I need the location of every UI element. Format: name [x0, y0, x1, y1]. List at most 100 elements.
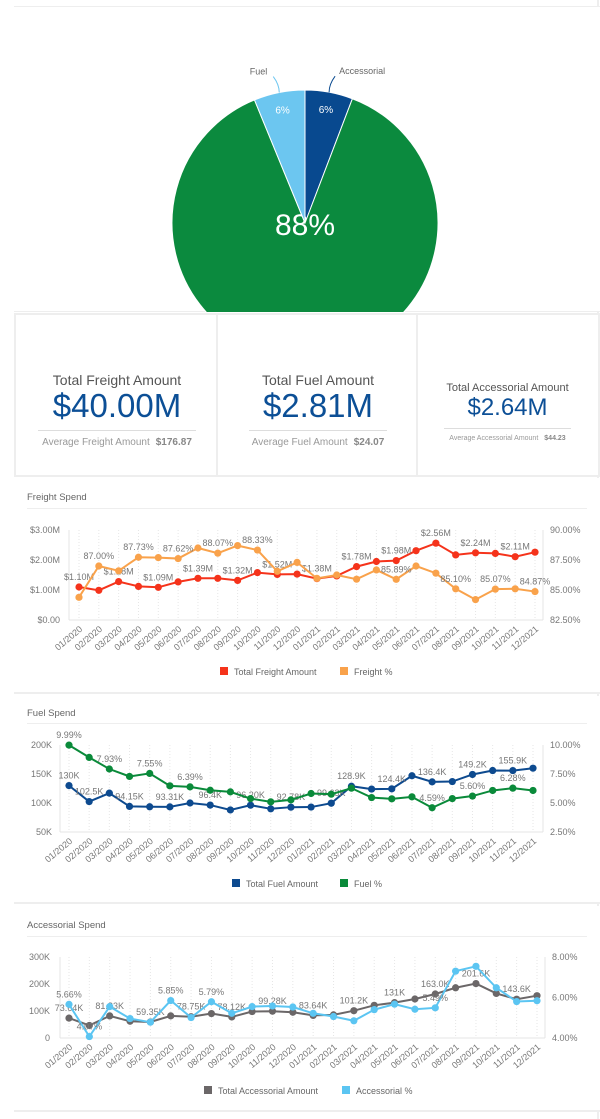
y-right-tick-label: 2.50% — [550, 827, 576, 837]
data-label: 78.75K — [177, 1002, 206, 1012]
y-right-tick-label: 5.00% — [550, 798, 576, 808]
kpi-value: $40.00M — [52, 387, 182, 424]
data-point — [267, 805, 275, 813]
kpi-average: Average Accessorial Amount $44.23 — [444, 428, 571, 442]
data-label: 93.31K — [156, 792, 185, 802]
data-label: $2.11M — [500, 542, 529, 552]
data-label: 4.07% — [77, 1022, 103, 1032]
kpi-value: $2.64M — [467, 394, 548, 421]
pie-leader-line — [328, 75, 336, 93]
data-point — [167, 1012, 175, 1020]
data-point — [307, 803, 315, 811]
data-point — [350, 1007, 358, 1015]
data-point — [511, 585, 519, 593]
y-left-tick-label: 100K — [29, 1006, 50, 1016]
kpi-average-value: $24.07 — [353, 437, 385, 448]
data-label: 143.6K — [502, 984, 531, 994]
data-point — [432, 569, 440, 577]
data-point — [293, 558, 301, 566]
y-left-tick-label: 300K — [29, 952, 50, 962]
data-point — [268, 1007, 277, 1015]
y-left-tick-label: 200K — [29, 979, 50, 989]
legend-label: Total Fuel Amount — [246, 879, 319, 889]
y-left-tick-label: 200K — [31, 740, 52, 750]
data-point — [452, 551, 460, 559]
data-point — [408, 793, 416, 801]
data-point — [126, 1014, 134, 1023]
data-label: 136.4K — [418, 767, 447, 777]
data-point — [194, 574, 202, 582]
data-label: 6.39% — [177, 772, 203, 782]
data-point — [372, 566, 380, 574]
kpi-average-value: $176.87 — [155, 437, 192, 448]
data-point — [452, 585, 460, 593]
kpi-title: Total Fuel Amount — [261, 372, 375, 388]
data-label: 99.28K — [258, 996, 287, 1006]
data-point — [388, 795, 396, 803]
data-point — [390, 1000, 399, 1008]
data-point — [226, 806, 234, 814]
chart-title: Accessorial Spend — [27, 920, 106, 931]
data-point — [106, 1003, 114, 1011]
y-right-tick-label: 4.00% — [552, 1033, 578, 1043]
data-point — [65, 1000, 73, 1008]
fuel-chart-panel — [14, 696, 600, 904]
data-point — [472, 979, 480, 988]
data-label: 85.89% — [381, 564, 412, 574]
pie-slice-value: 6% — [319, 105, 334, 116]
data-label: 87.00% — [84, 551, 115, 561]
kpi-title: Total Accessorial Amount — [446, 382, 569, 394]
data-label: 6.28% — [500, 773, 526, 783]
data-label: 88.33% — [242, 535, 273, 545]
data-point — [431, 990, 439, 998]
pie-slice-value: 6% — [275, 105, 290, 116]
data-point — [85, 1021, 93, 1030]
data-label: $1.09M — [143, 572, 173, 582]
data-point — [352, 563, 361, 571]
kpi-accessorial: Total Accessorial Amount $2.64M Average … — [444, 382, 571, 442]
kpi-average-label: Average Fuel Amount — [251, 437, 348, 448]
divider — [27, 723, 587, 724]
data-point — [492, 984, 500, 992]
data-point — [333, 571, 341, 579]
fuel-spend-chart: 01/202002/202003/202004/202005/202006/20… — [31, 730, 581, 889]
data-label: 5.79% — [199, 987, 225, 997]
data-point — [411, 995, 419, 1003]
data-point — [95, 586, 103, 594]
data-point — [533, 992, 541, 1000]
data-label: $1.39M — [183, 563, 213, 573]
data-point — [529, 764, 537, 772]
data-point — [347, 784, 356, 792]
data-label: 124.4K — [378, 774, 407, 784]
data-point — [287, 803, 295, 811]
data-point — [246, 801, 255, 809]
y-right-tick-label: 6.00% — [552, 993, 578, 1003]
data-point — [368, 793, 376, 802]
data-point — [428, 778, 436, 786]
data-point — [448, 794, 456, 803]
data-point — [448, 777, 456, 786]
data-point — [228, 1009, 236, 1017]
data-label: 87.73% — [123, 542, 154, 552]
data-label: $1.38M — [302, 564, 332, 574]
data-label: 128.9K — [337, 771, 366, 781]
data-label: 7.93% — [97, 754, 123, 764]
data-point — [531, 548, 539, 556]
data-label: 149.2K — [458, 759, 487, 769]
pie-label: Fuel — [250, 67, 268, 77]
data-point — [471, 596, 480, 604]
data-point — [105, 765, 113, 773]
divider — [27, 936, 587, 937]
kpi-average-label: Average Accessorial Amount — [449, 435, 539, 442]
y-left-tick-label: 100K — [31, 798, 52, 808]
data-label: 201.6K — [462, 969, 491, 979]
data-point — [352, 575, 361, 583]
data-point — [268, 1002, 277, 1010]
data-point — [411, 1005, 419, 1013]
data-label: $1.32M — [223, 565, 253, 575]
data-point — [65, 741, 73, 749]
kpi-value: $2.81M — [262, 387, 374, 424]
data-label: 5.66% — [56, 989, 82, 999]
legend-label: Total Freight Amount — [234, 667, 317, 677]
data-point — [468, 792, 477, 800]
